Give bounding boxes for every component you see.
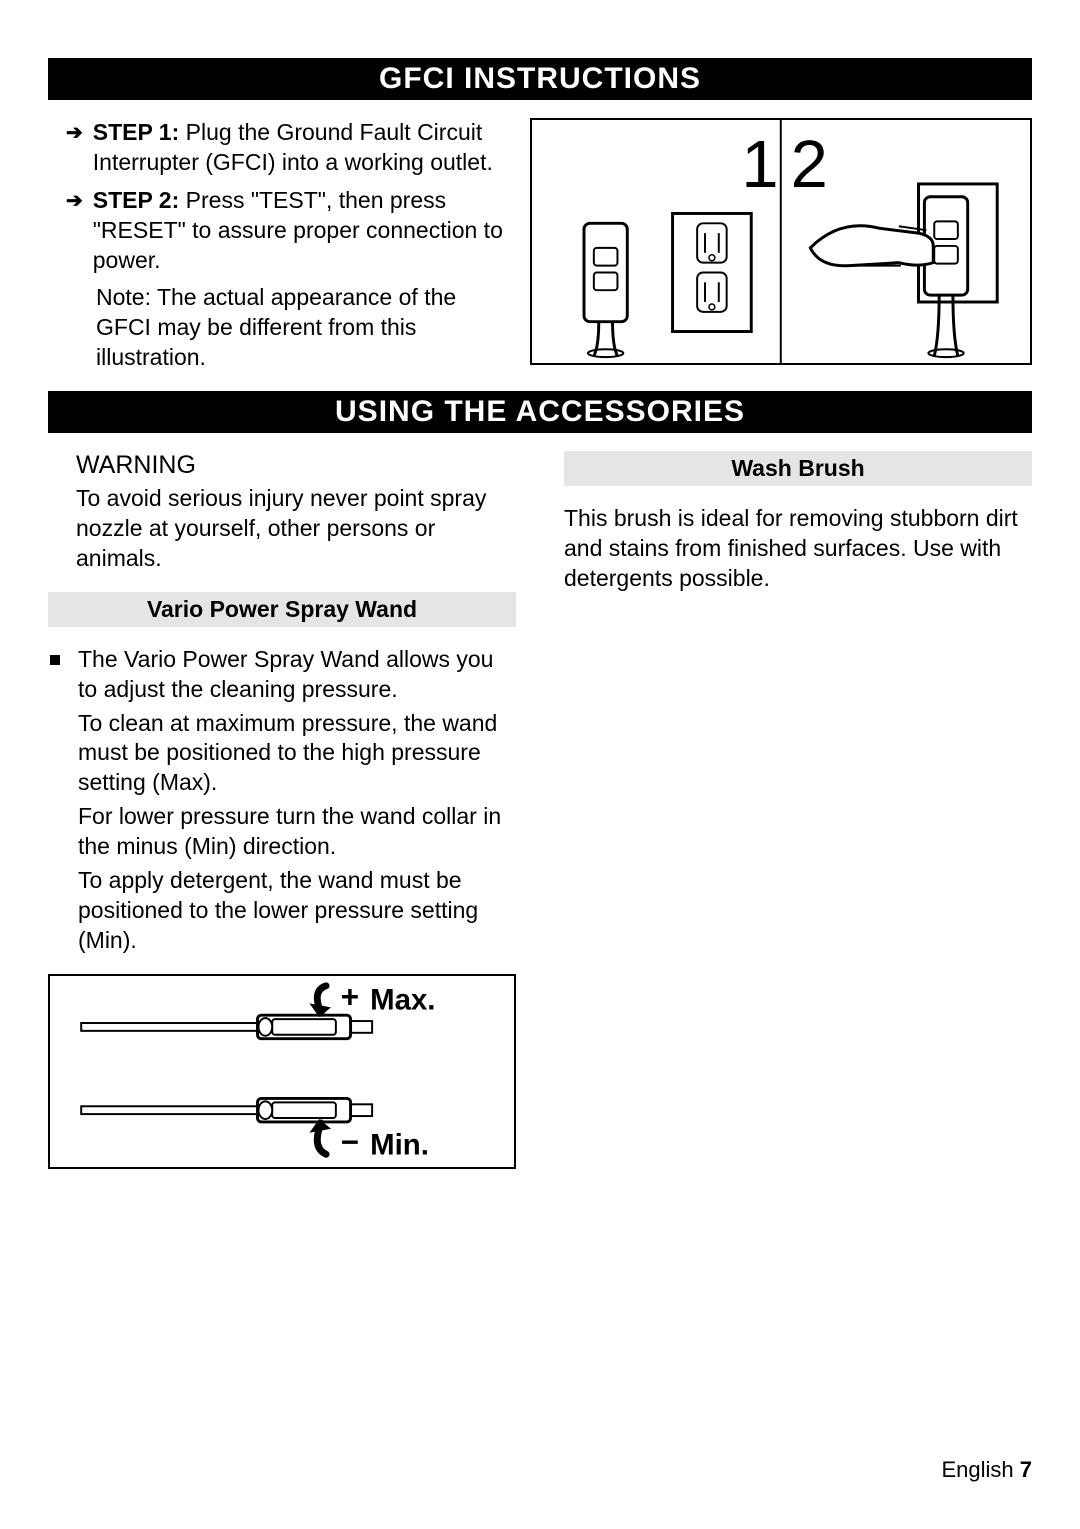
svg-text:−: −	[341, 1124, 359, 1159]
vario-p3: For lower pressure turn the wand collar …	[78, 802, 516, 862]
section-header-accessories: USING THE ACCESSORIES	[48, 391, 1032, 433]
gfci-diagram-svg: 1 2	[532, 120, 1030, 363]
brush-heading: Wash Brush	[564, 451, 1032, 486]
gfci-content: ➔ STEP 1: Plug the Ground Fault Circuit …	[48, 118, 1032, 373]
section-header-gfci: GFCI INSTRUCTIONS	[48, 58, 1032, 100]
vario-p2: To clean at maximum pressure, the wand m…	[78, 709, 516, 799]
arrow-icon: ➔	[66, 188, 83, 276]
vario-bullet: The Vario Power Spray Wand allows you to…	[48, 645, 516, 960]
step-1-text: STEP 1: Plug the Ground Fault Circuit In…	[93, 118, 511, 178]
right-column: Wash Brush This brush is ideal for remov…	[564, 451, 1032, 1169]
step-1-label: STEP 1:	[93, 119, 180, 145]
footer-page: 7	[1020, 1457, 1032, 1482]
vario-p1: The Vario Power Spray Wand allows you to…	[78, 645, 516, 705]
vario-heading: Vario Power Spray Wand	[48, 592, 516, 627]
step-2-text: STEP 2: Press "TEST", then press "RESET"…	[93, 186, 511, 276]
gfci-label-1: 1	[742, 127, 779, 202]
brush-text: This brush is ideal for removing stubbor…	[564, 504, 1032, 594]
gfci-note: Note: The actual appearance of the GFCI …	[96, 283, 510, 373]
step-2-label: STEP 2:	[93, 187, 180, 213]
columns: WARNING To avoid serious injury never po…	[48, 451, 1032, 1169]
gfci-label-2: 2	[791, 127, 828, 202]
wand-svg: + Max. − Min.	[50, 976, 514, 1167]
bullet-icon	[50, 655, 60, 665]
warning-heading: WARNING	[76, 451, 516, 480]
wand-max-label: Max.	[370, 983, 435, 1016]
svg-text:+: +	[341, 979, 359, 1014]
page-footer: English 7	[941, 1457, 1032, 1483]
wand-min-label: Min.	[370, 1128, 429, 1161]
vario-p4: To apply detergent, the wand must be pos…	[78, 866, 516, 956]
step-2: ➔ STEP 2: Press "TEST", then press "RESE…	[66, 186, 510, 276]
arrow-icon: ➔	[66, 120, 83, 178]
vario-text: The Vario Power Spray Wand allows you to…	[78, 645, 516, 960]
footer-lang: English	[941, 1457, 1013, 1482]
gfci-steps: ➔ STEP 1: Plug the Ground Fault Circuit …	[48, 118, 510, 373]
wand-illustration: + Max. − Min.	[48, 974, 516, 1169]
gfci-illustration: 1 2	[530, 118, 1032, 365]
left-column: WARNING To avoid serious injury never po…	[48, 451, 516, 1169]
step-1: ➔ STEP 1: Plug the Ground Fault Circuit …	[66, 118, 510, 178]
warning-text: To avoid serious injury never point spra…	[76, 484, 516, 574]
